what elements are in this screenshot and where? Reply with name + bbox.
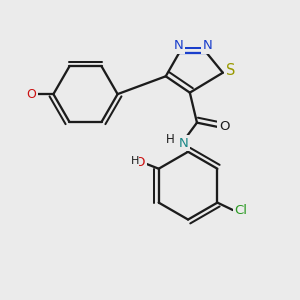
Text: N: N — [174, 40, 183, 52]
Text: O: O — [134, 156, 145, 169]
Text: S: S — [226, 63, 235, 78]
Text: O: O — [27, 88, 37, 100]
Text: H: H — [130, 156, 139, 166]
Text: N: N — [179, 137, 188, 150]
Text: O: O — [219, 120, 230, 133]
Text: H: H — [166, 133, 175, 146]
Text: N: N — [202, 40, 212, 52]
Text: Cl: Cl — [235, 204, 248, 217]
